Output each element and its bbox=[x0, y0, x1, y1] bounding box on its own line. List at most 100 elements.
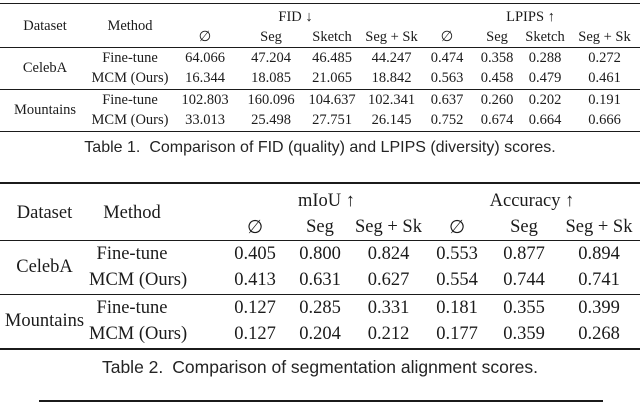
table-1-caption: Table 1. Comparison of FID (quality) and … bbox=[0, 139, 640, 157]
table-2-caption: Table 2. Comparison of segmentation align… bbox=[0, 357, 640, 378]
value-cell: 18.085 bbox=[251, 70, 291, 87]
table-row: ∅ Seg Seg + Sk ∅ Seg Seg + Sk bbox=[0, 215, 640, 241]
table-row: MCM (Ours) 0.413 0.631 0.627 0.554 0.744… bbox=[0, 268, 640, 295]
subcolumn-header: Seg bbox=[306, 217, 334, 237]
table-2-header: Dataset Method mIoU ↑ Accuracy ↑ ∅ Seg S… bbox=[0, 183, 640, 241]
table-row: MCM (Ours) 16.344 18.085 21.065 18.842 0… bbox=[0, 69, 640, 90]
subcolumn-header: ∅ bbox=[448, 217, 466, 238]
value-cell: 0.666 bbox=[588, 112, 621, 129]
subcolumn-header: Seg + Sk bbox=[578, 29, 631, 45]
value-cell: 0.744 bbox=[503, 270, 545, 291]
subcolumn-header: Seg bbox=[260, 29, 282, 45]
value-cell: 18.842 bbox=[371, 70, 412, 87]
subcolumn-header: ∅ bbox=[440, 29, 454, 45]
table-row: Dataset Method FID ↓ LPIPS ↑ bbox=[0, 4, 640, 35]
method-cell: MCM (Ours) bbox=[89, 270, 188, 291]
value-cell: 16.344 bbox=[185, 70, 225, 87]
value-cell: 0.355 bbox=[503, 297, 545, 318]
value-cell: 25.498 bbox=[251, 112, 291, 129]
table-1-caption-text: Comparison of FID (quality) and LPIPS (d… bbox=[149, 139, 556, 156]
group-header-fid: FID ↓ bbox=[278, 8, 313, 25]
value-cell: 0.894 bbox=[578, 243, 620, 264]
value-cell: 0.331 bbox=[367, 297, 410, 318]
dataset-cell: CelebA bbox=[16, 257, 73, 277]
method-cell: Fine-tune bbox=[96, 297, 168, 318]
value-cell: 0.413 bbox=[234, 270, 276, 291]
value-cell: 0.212 bbox=[367, 324, 410, 344]
value-cell: 0.204 bbox=[299, 324, 341, 344]
table-1-fid-lpips: Dataset Method FID ↓ LPIPS ↑ ∅ Seg Sketc… bbox=[0, 3, 640, 132]
value-cell: 0.664 bbox=[528, 112, 562, 129]
value-cell: 0.554 bbox=[436, 270, 478, 291]
value-cell: 46.485 bbox=[312, 49, 352, 66]
column-header-method: Method bbox=[107, 18, 153, 34]
value-cell: 104.637 bbox=[308, 91, 356, 108]
subcolumn-header: ∅ bbox=[246, 217, 264, 238]
value-cell: 0.405 bbox=[234, 243, 276, 264]
value-cell: 27.751 bbox=[312, 112, 352, 129]
table-1-group-mountains: Mountains Fine-tune 102.803 160.096 104.… bbox=[0, 90, 640, 132]
method-cell: MCM (Ours) bbox=[91, 70, 169, 87]
table-row: Mountains Fine-tune 102.803 160.096 104.… bbox=[0, 90, 640, 118]
subcolumn-header: Sketch bbox=[525, 29, 565, 45]
value-cell: 102.803 bbox=[181, 91, 229, 108]
column-header-method: Method bbox=[103, 203, 161, 223]
value-cell: 102.341 bbox=[367, 91, 416, 108]
value-cell: 0.563 bbox=[430, 70, 464, 87]
subcolumn-header: Seg + Sk bbox=[355, 217, 422, 237]
value-cell: 0.479 bbox=[528, 70, 562, 87]
table-1-header: Dataset Method FID ↓ LPIPS ↑ ∅ Seg Sketc… bbox=[0, 4, 640, 48]
paper-page: Dataset Method FID ↓ LPIPS ↑ ∅ Seg Sketc… bbox=[0, 3, 640, 402]
dataset-cell: Mountains bbox=[13, 102, 77, 118]
value-cell: 0.181 bbox=[436, 297, 478, 318]
subcolumn-header: Seg + Sk bbox=[365, 29, 418, 45]
value-cell: 0.877 bbox=[503, 243, 545, 264]
value-cell: 47.204 bbox=[251, 49, 291, 66]
value-cell: 0.359 bbox=[503, 324, 545, 344]
value-cell: 26.145 bbox=[371, 112, 412, 129]
table-2-caption-text: Comparison of segmentation alignment sco… bbox=[172, 356, 539, 377]
table-row: MCM (Ours) 0.127 0.204 0.212 0.177 0.359… bbox=[0, 322, 640, 349]
value-cell: 0.202 bbox=[528, 91, 562, 108]
value-cell: 0.285 bbox=[299, 297, 341, 318]
value-cell: 0.553 bbox=[436, 243, 478, 264]
value-cell: 0.127 bbox=[234, 324, 276, 344]
table-row: Mountains Fine-tune 0.127 0.285 0.331 0.… bbox=[0, 295, 640, 331]
dataset-cell: CelebA bbox=[22, 60, 68, 76]
subcolumn-header: Sketch bbox=[312, 29, 352, 45]
table-row: CelebA Fine-tune 64.066 47.204 46.485 44… bbox=[0, 48, 640, 76]
value-cell: 0.288 bbox=[528, 49, 562, 66]
value-cell: 0.637 bbox=[430, 91, 464, 108]
value-cell: 0.631 bbox=[299, 270, 341, 291]
next-table-top-rule bbox=[39, 399, 603, 402]
value-cell: 33.013 bbox=[185, 112, 225, 129]
table-2-segmentation: Dataset Method mIoU ↑ Accuracy ↑ ∅ Seg S… bbox=[0, 182, 640, 350]
table-1-caption-label: Table 1. bbox=[84, 139, 141, 156]
table-row: ∅ Seg Sketch Seg + Sk ∅ Seg Sketch Seg +… bbox=[0, 28, 640, 48]
group-header-miou: mIoU ↑ bbox=[297, 190, 356, 211]
value-cell: 0.627 bbox=[367, 270, 410, 291]
group-header-accuracy: Accuracy ↑ bbox=[489, 190, 575, 211]
value-cell: 0.358 bbox=[480, 49, 514, 66]
value-cell: 21.065 bbox=[312, 70, 352, 87]
subcolumn-header: ∅ bbox=[198, 29, 212, 45]
value-cell: 44.247 bbox=[371, 49, 412, 66]
table-2-caption-label: Table 2. bbox=[101, 356, 164, 377]
subcolumn-header: Seg + Sk bbox=[565, 217, 633, 237]
value-cell: 0.191 bbox=[588, 91, 621, 108]
value-cell: 160.096 bbox=[247, 91, 295, 108]
value-cell: 0.800 bbox=[299, 243, 341, 264]
value-cell: 0.268 bbox=[578, 324, 620, 344]
method-cell: Fine-tune bbox=[96, 243, 168, 264]
value-cell: 0.177 bbox=[436, 324, 478, 344]
table-2-group-mountains: Mountains Fine-tune 0.127 0.285 0.331 0.… bbox=[0, 295, 640, 349]
value-cell: 64.066 bbox=[185, 49, 225, 66]
value-cell: 0.461 bbox=[588, 70, 621, 87]
table-row: CelebA Fine-tune 0.405 0.800 0.824 0.553… bbox=[0, 241, 640, 277]
value-cell: 0.741 bbox=[578, 270, 620, 291]
value-cell: 0.752 bbox=[430, 112, 464, 129]
method-cell: MCM (Ours) bbox=[89, 324, 188, 344]
table-row: MCM (Ours) 33.013 25.498 27.751 26.145 0… bbox=[0, 111, 640, 132]
dataset-cell: Mountains bbox=[4, 310, 85, 331]
method-cell: Fine-tune bbox=[102, 91, 158, 108]
